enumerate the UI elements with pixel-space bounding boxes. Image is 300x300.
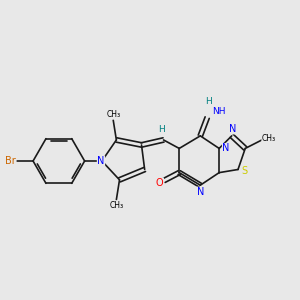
Text: CH₃: CH₃: [262, 134, 276, 142]
Text: H: H: [206, 97, 212, 106]
Text: N: N: [222, 143, 230, 153]
Text: CH₃: CH₃: [106, 110, 120, 119]
Text: S: S: [242, 166, 248, 176]
Text: N: N: [229, 124, 236, 134]
Text: CH₃: CH₃: [109, 201, 123, 210]
Text: N: N: [196, 187, 204, 197]
Text: O: O: [156, 178, 164, 188]
Text: Br: Br: [5, 156, 16, 166]
Text: H: H: [158, 125, 164, 134]
Text: N: N: [97, 156, 105, 166]
Text: NH: NH: [212, 107, 226, 116]
